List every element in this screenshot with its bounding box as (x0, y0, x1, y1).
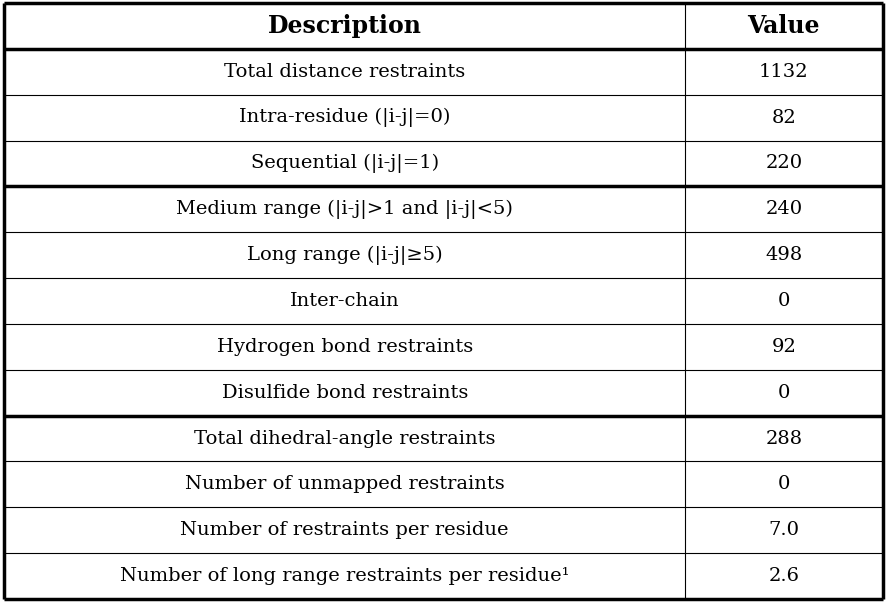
Text: Disulfide bond restraints: Disulfide bond restraints (222, 383, 468, 402)
Text: 7.0: 7.0 (767, 521, 798, 539)
Text: 0: 0 (777, 383, 789, 402)
Text: Number of unmapped restraints: Number of unmapped restraints (184, 476, 504, 494)
Text: Long range (|i-j|≥5): Long range (|i-j|≥5) (246, 246, 442, 265)
Text: Inter-chain: Inter-chain (290, 292, 399, 310)
Text: Medium range (|i-j|>1 and |i-j|<5): Medium range (|i-j|>1 and |i-j|<5) (176, 200, 513, 219)
Text: Description: Description (268, 14, 421, 38)
Text: Intra-residue (|i-j|=0): Intra-residue (|i-j|=0) (238, 108, 450, 127)
Text: 498: 498 (765, 246, 802, 264)
Text: Number of long range restraints per residue¹: Number of long range restraints per resi… (120, 567, 569, 585)
Text: 0: 0 (777, 292, 789, 310)
Text: Total dihedral-angle restraints: Total dihedral-angle restraints (194, 430, 495, 447)
Text: 92: 92 (771, 338, 796, 356)
Text: 240: 240 (765, 200, 802, 219)
Text: Number of restraints per residue: Number of restraints per residue (180, 521, 509, 539)
Text: Value: Value (747, 14, 819, 38)
Text: 82: 82 (771, 108, 796, 126)
Text: Hydrogen bond restraints: Hydrogen bond restraints (216, 338, 472, 356)
Text: 2.6: 2.6 (767, 567, 798, 585)
Text: Sequential (|i-j|=1): Sequential (|i-j|=1) (251, 154, 439, 173)
Text: 288: 288 (765, 430, 802, 447)
Text: 0: 0 (777, 476, 789, 494)
Text: 220: 220 (765, 155, 802, 172)
Text: 1132: 1132 (758, 63, 808, 81)
Text: Total distance restraints: Total distance restraints (224, 63, 465, 81)
